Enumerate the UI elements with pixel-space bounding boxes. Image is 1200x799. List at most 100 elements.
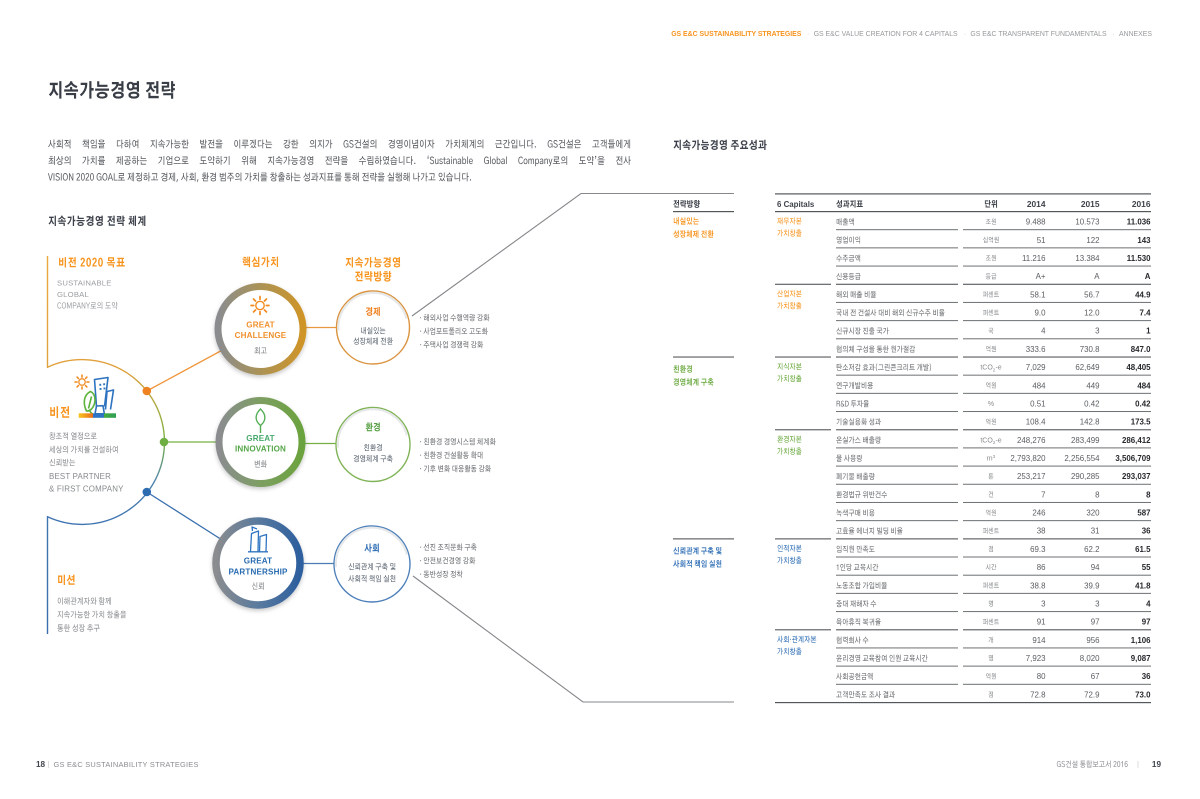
svg-text:173.5: 173.5 [1131,418,1151,427]
svg-text:914: 914 [1032,636,1046,645]
svg-text:6 Capitals: 6 Capitals [777,200,815,209]
svg-text:19: 19 [1152,760,1162,769]
svg-text:7,923: 7,923 [1026,654,1046,663]
svg-text:847.0: 847.0 [1131,345,1151,354]
svg-text:72.8: 72.8 [1030,690,1046,699]
svg-text:253,217: 253,217 [1017,472,1046,481]
svg-text:4: 4 [1146,599,1151,608]
svg-text:2014: 2014 [1027,199,1046,209]
svg-text:4: 4 [1041,327,1046,336]
svg-text:10.573: 10.573 [1075,218,1100,227]
svg-text:41.8: 41.8 [1135,581,1151,590]
svg-text:8,020: 8,020 [1080,654,1100,663]
svg-text:69.3: 69.3 [1030,545,1046,554]
svg-text:38: 38 [1037,527,1046,536]
svg-text:36: 36 [1142,672,1151,681]
svg-text:449: 449 [1086,381,1100,390]
svg-text:GREAT: GREAT [244,557,272,566]
svg-text:GS E&C SUSTAINABILITY STRATEGI: GS E&C SUSTAINABILITY STRATEGIES [54,760,199,769]
svg-text:1: 1 [1146,327,1151,336]
svg-text:484: 484 [1137,381,1151,390]
svg-text:97: 97 [1091,618,1100,627]
svg-text:& FIRST COMPANY: & FIRST COMPANY [49,485,124,494]
svg-text:248,276: 248,276 [1017,436,1046,445]
svg-text:3: 3 [1095,599,1100,608]
svg-text:18: 18 [36,760,46,769]
svg-text:56.7: 56.7 [1084,290,1099,299]
svg-text:246: 246 [1032,509,1046,518]
svg-text:86: 86 [1037,563,1046,572]
svg-text:2,793,820: 2,793,820 [1010,454,1046,463]
svg-text:A: A [1094,272,1100,281]
svg-text:1,106: 1,106 [1131,636,1151,645]
svg-text:122: 122 [1086,236,1099,245]
svg-text:3: 3 [1095,327,1100,336]
svg-text:38.8: 38.8 [1030,581,1046,590]
svg-text:587: 587 [1137,509,1151,518]
svg-text:A+: A+ [1036,272,1046,281]
svg-text:320: 320 [1086,509,1100,518]
svg-text:48,405: 48,405 [1126,363,1151,372]
svg-text:9,087: 9,087 [1131,654,1151,663]
svg-text:GREAT: GREAT [246,434,274,443]
svg-text:2015: 2015 [1081,199,1100,209]
svg-text:283,499: 283,499 [1071,436,1100,445]
svg-text:13.384: 13.384 [1075,254,1100,263]
svg-text:80: 80 [1037,672,1046,681]
svg-text:0.51: 0.51 [1030,399,1045,408]
svg-text:36: 36 [1142,527,1151,536]
svg-text:67: 67 [1091,672,1100,681]
svg-text:tCO2-e: tCO2-e [980,437,1001,446]
svg-text:·: · [1112,31,1114,38]
svg-text:61.5: 61.5 [1135,545,1151,554]
svg-text:7: 7 [1041,490,1045,499]
svg-text:333.6: 333.6 [1026,345,1046,354]
svg-text:94: 94 [1091,563,1100,572]
svg-text:55: 55 [1142,563,1151,572]
svg-text:2,256,554: 2,256,554 [1064,454,1100,463]
svg-text:62,649: 62,649 [1075,363,1100,372]
svg-text:9.0: 9.0 [1035,309,1047,318]
svg-text:BEST PARTNER: BEST PARTNER [49,472,111,481]
svg-text:GLOBAL: GLOBAL [57,290,89,299]
svg-text:72.9: 72.9 [1084,690,1100,699]
svg-text:11.530: 11.530 [1127,254,1151,263]
svg-text:9.488: 9.488 [1026,218,1046,227]
svg-text:73.0: 73.0 [1135,690,1151,699]
svg-text:|: | [48,760,50,769]
svg-text:293,037: 293,037 [1122,472,1151,481]
svg-text:·: · [964,31,966,38]
svg-text:0.42: 0.42 [1084,399,1099,408]
svg-text:2016: 2016 [1132,199,1151,209]
svg-text:7.4: 7.4 [1140,309,1152,318]
svg-text:8: 8 [1146,490,1151,499]
svg-text:730.8: 730.8 [1080,345,1100,354]
svg-text:3,506,709: 3,506,709 [1115,454,1151,463]
svg-text:SUSTAINABLE: SUSTAINABLE [57,279,112,288]
svg-text:11.036: 11.036 [1127,218,1151,227]
svg-text:CHALLENGE: CHALLENGE [235,331,287,340]
svg-text:956: 956 [1086,636,1100,645]
svg-text:3: 3 [1041,599,1046,608]
svg-text:62.2: 62.2 [1084,545,1099,554]
svg-text:GS E&C VALUE CREATION FOR 4 CA: GS E&C VALUE CREATION FOR 4 CAPITALS [814,31,958,38]
svg-text:91: 91 [1037,618,1046,627]
svg-text:7,029: 7,029 [1026,363,1046,372]
svg-text:INNOVATION: INNOVATION [235,445,286,454]
svg-text:GS E&C TRANSPARENT FUNDAMENTAL: GS E&C TRANSPARENT FUNDAMENTALS [970,31,1107,38]
svg-text:44.9: 44.9 [1135,290,1151,299]
svg-text:143: 143 [1137,236,1151,245]
svg-text:ANNEXES: ANNEXES [1119,31,1152,38]
svg-text:0.42: 0.42 [1135,399,1151,408]
svg-text:31: 31 [1091,527,1100,536]
svg-text:·: · [807,31,809,38]
svg-text:97: 97 [1142,618,1151,627]
svg-text:|: | [1137,760,1139,769]
svg-text:484: 484 [1032,381,1046,390]
svg-text:%: % [988,401,994,408]
svg-text:11.216: 11.216 [1022,254,1046,263]
svg-text:286,412: 286,412 [1122,436,1151,445]
svg-text:290,285: 290,285 [1071,472,1100,481]
svg-text:A: A [1145,272,1151,281]
svg-text:GREAT: GREAT [246,321,274,330]
